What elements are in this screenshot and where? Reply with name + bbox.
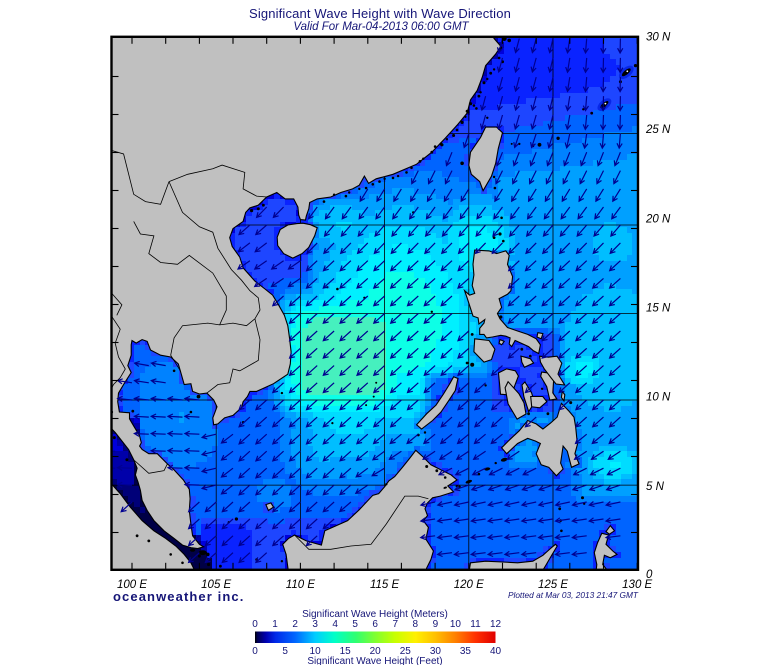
svg-text:25: 25	[400, 646, 412, 657]
svg-text:105 E: 105 E	[201, 579, 231, 591]
svg-text:10 N: 10 N	[646, 392, 671, 404]
svg-text:4: 4	[332, 619, 338, 630]
svg-text:6: 6	[372, 619, 378, 630]
svg-text:10: 10	[310, 646, 322, 657]
svg-text:2: 2	[292, 619, 298, 630]
svg-text:30: 30	[430, 646, 442, 657]
svg-text:40: 40	[490, 646, 502, 657]
svg-text:Plotted at Mar 03, 2013 21:47: Plotted at Mar 03, 2013 21:47 GMT	[508, 590, 639, 600]
svg-text:0: 0	[252, 646, 258, 657]
svg-text:20 N: 20 N	[645, 213, 671, 225]
svg-text:15: 15	[340, 646, 352, 657]
svg-text:0: 0	[252, 619, 258, 630]
svg-text:oceanweather inc.: oceanweather inc.	[113, 589, 244, 604]
svg-text:20: 20	[370, 646, 382, 657]
svg-text:Significant Wave Height (Feet): Significant Wave Height (Feet)	[307, 656, 442, 665]
svg-text:10: 10	[450, 619, 462, 630]
svg-text:0: 0	[646, 569, 653, 581]
svg-text:120 E: 120 E	[454, 579, 484, 591]
svg-text:125 E: 125 E	[538, 579, 568, 591]
svg-text:5 N: 5 N	[646, 481, 665, 493]
svg-text:100 E: 100 E	[117, 579, 147, 591]
svg-text:130 E: 130 E	[622, 579, 652, 591]
svg-text:7: 7	[393, 619, 399, 630]
svg-text:11: 11	[470, 619, 481, 630]
svg-text:5: 5	[282, 646, 288, 657]
svg-text:Valid For Mar-04-2013 06:00 GM: Valid For Mar-04-2013 06:00 GMT	[293, 21, 469, 33]
svg-text:15 N: 15 N	[646, 302, 671, 314]
svg-text:30 N: 30 N	[646, 32, 671, 44]
svg-text:Significant Wave Height (Meter: Significant Wave Height (Meters)	[302, 609, 448, 620]
svg-text:3: 3	[312, 619, 318, 630]
svg-text:9: 9	[433, 619, 439, 630]
svg-text:1: 1	[272, 619, 278, 630]
svg-text:110 E: 110 E	[286, 579, 316, 591]
svg-text:5: 5	[352, 619, 358, 630]
svg-text:Significant Wave Height with W: Significant Wave Height with Wave Direct…	[249, 6, 511, 21]
svg-text:8: 8	[413, 619, 419, 630]
svg-text:35: 35	[460, 646, 472, 657]
svg-text:25 N: 25 N	[645, 124, 671, 136]
svg-text:115 E: 115 E	[370, 579, 400, 591]
svg-text:12: 12	[490, 619, 502, 630]
